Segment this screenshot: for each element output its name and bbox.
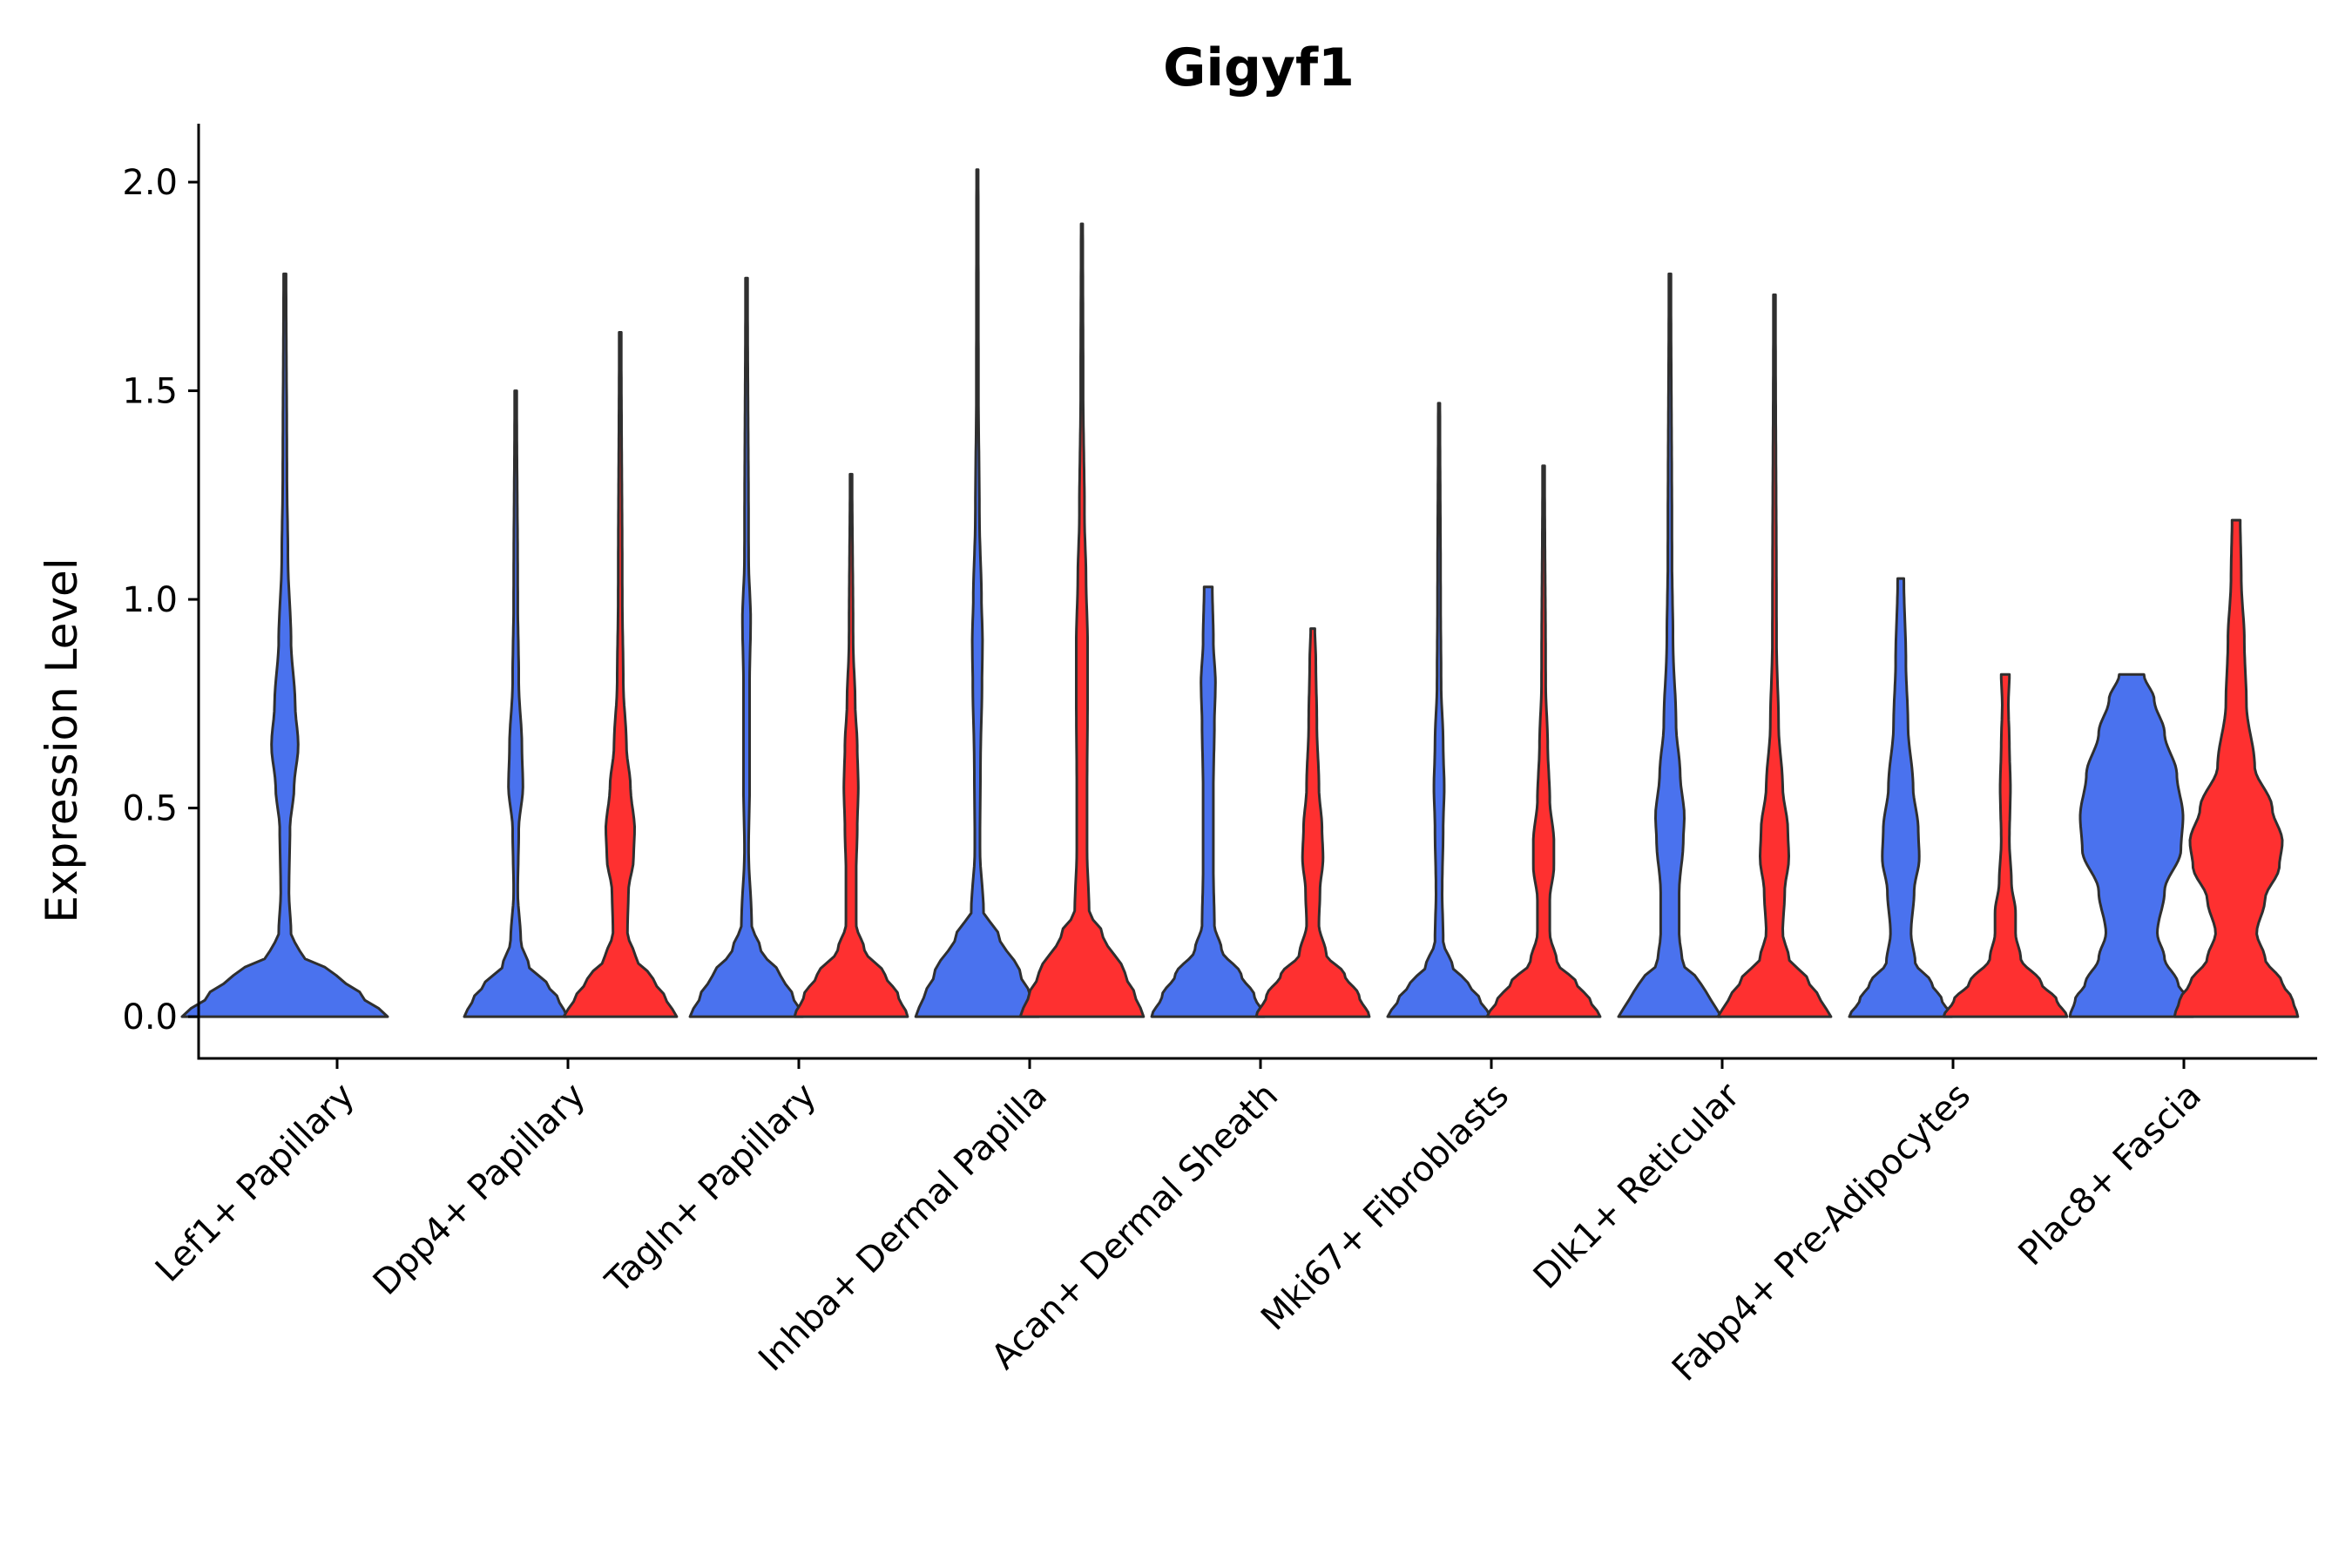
violin-group1	[688, 276, 805, 1018]
y-tick-label: 1.5	[122, 372, 178, 412]
violin-group2	[2173, 518, 2300, 1018]
x-tick-label: Dlk1+ Reticular	[1526, 1075, 1748, 1297]
violin-group2	[793, 472, 909, 1018]
x-tick-label: Dpp4+ Papillary	[366, 1076, 593, 1303]
violin-group1	[914, 168, 1041, 1018]
x-ticks: Lef1+ Papillary Dpp4+ Papillary Tagln+ Pap…	[148, 1058, 2209, 1389]
violin-group2	[1485, 464, 1602, 1018]
y-tick-label: 2.0	[122, 163, 178, 203]
violin-group1	[1617, 272, 1723, 1018]
x-tick-label: Plac8+ Fascia	[2011, 1076, 2210, 1274]
violin-group	[180, 168, 2300, 1018]
y-tick-label: 0.5	[122, 789, 178, 829]
violin-group2	[1018, 222, 1146, 1018]
violin-group1	[1150, 585, 1267, 1018]
violin-group2	[1254, 627, 1371, 1018]
x-tick-label: Mki67+ Fibroblasts	[1254, 1076, 1517, 1339]
x-tick-label: Lef1+ Papillary	[148, 1076, 362, 1290]
y-tick-label: 1.0	[122, 580, 178, 620]
violin-group1	[1386, 402, 1492, 1018]
y-tick-label: 0.0	[122, 997, 178, 1037]
violin-group1	[1848, 577, 1954, 1018]
axes	[197, 124, 2317, 1060]
violin-group2	[562, 331, 679, 1018]
x-tick-label: Tagln+ Papillary	[598, 1076, 824, 1302]
violin-group1	[180, 272, 389, 1018]
y-ticks: 0.0 0.5 1.0 1.5 2.0	[122, 163, 199, 1037]
y-axis-title: Expression Level	[37, 558, 87, 923]
violin-group2	[1942, 672, 2069, 1018]
chart-title: Gigyf1	[1163, 37, 1355, 98]
violin-group1	[463, 389, 569, 1018]
violin-group1	[2068, 672, 2195, 1018]
violin-group2	[1716, 293, 1833, 1018]
